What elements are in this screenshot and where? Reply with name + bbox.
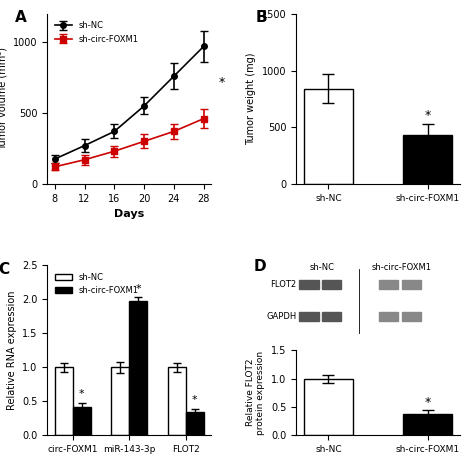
Text: GAPDH: GAPDH: [266, 312, 297, 321]
Text: *: *: [424, 109, 431, 122]
Text: FLOT2: FLOT2: [271, 280, 297, 289]
Bar: [401, 280, 421, 289]
Bar: [401, 312, 421, 321]
Text: C: C: [0, 262, 9, 277]
Bar: [167, 367, 186, 435]
Text: sh-NC: sh-NC: [310, 263, 334, 272]
Bar: [379, 280, 398, 289]
Text: *: *: [192, 395, 197, 405]
X-axis label: Days: Days: [114, 209, 145, 219]
Bar: [111, 367, 129, 435]
Text: sh-circ-FOXM1: sh-circ-FOXM1: [371, 263, 431, 272]
Text: *: *: [424, 396, 431, 409]
Y-axis label: Relative FLOT2
protein expression: Relative FLOT2 protein expression: [246, 350, 265, 435]
Bar: [322, 312, 341, 321]
Bar: [186, 412, 204, 435]
Y-axis label: Tumor weight (mg): Tumor weight (mg): [246, 53, 256, 145]
Bar: [129, 301, 147, 435]
Bar: [379, 312, 398, 321]
Text: *: *: [136, 284, 141, 294]
Bar: [303, 88, 353, 184]
Text: B: B: [255, 11, 267, 25]
Text: *: *: [219, 76, 225, 89]
Y-axis label: Tumor volume (mm³): Tumor volume (mm³): [0, 47, 8, 150]
Bar: [303, 379, 353, 435]
Bar: [55, 367, 73, 435]
Bar: [403, 135, 452, 184]
Y-axis label: Relative RNA expression: Relative RNA expression: [7, 290, 17, 410]
Legend: sh-NC, sh-circ-FOXM1: sh-NC, sh-circ-FOXM1: [52, 18, 142, 47]
Text: A: A: [15, 11, 27, 25]
Bar: [300, 280, 319, 289]
Text: *: *: [79, 389, 85, 399]
Bar: [73, 407, 91, 435]
Bar: [403, 414, 452, 435]
Bar: [322, 280, 341, 289]
Text: D: D: [254, 259, 266, 275]
Bar: [300, 312, 319, 321]
Legend: sh-NC, sh-circ-FOXM1: sh-NC, sh-circ-FOXM1: [52, 269, 142, 298]
